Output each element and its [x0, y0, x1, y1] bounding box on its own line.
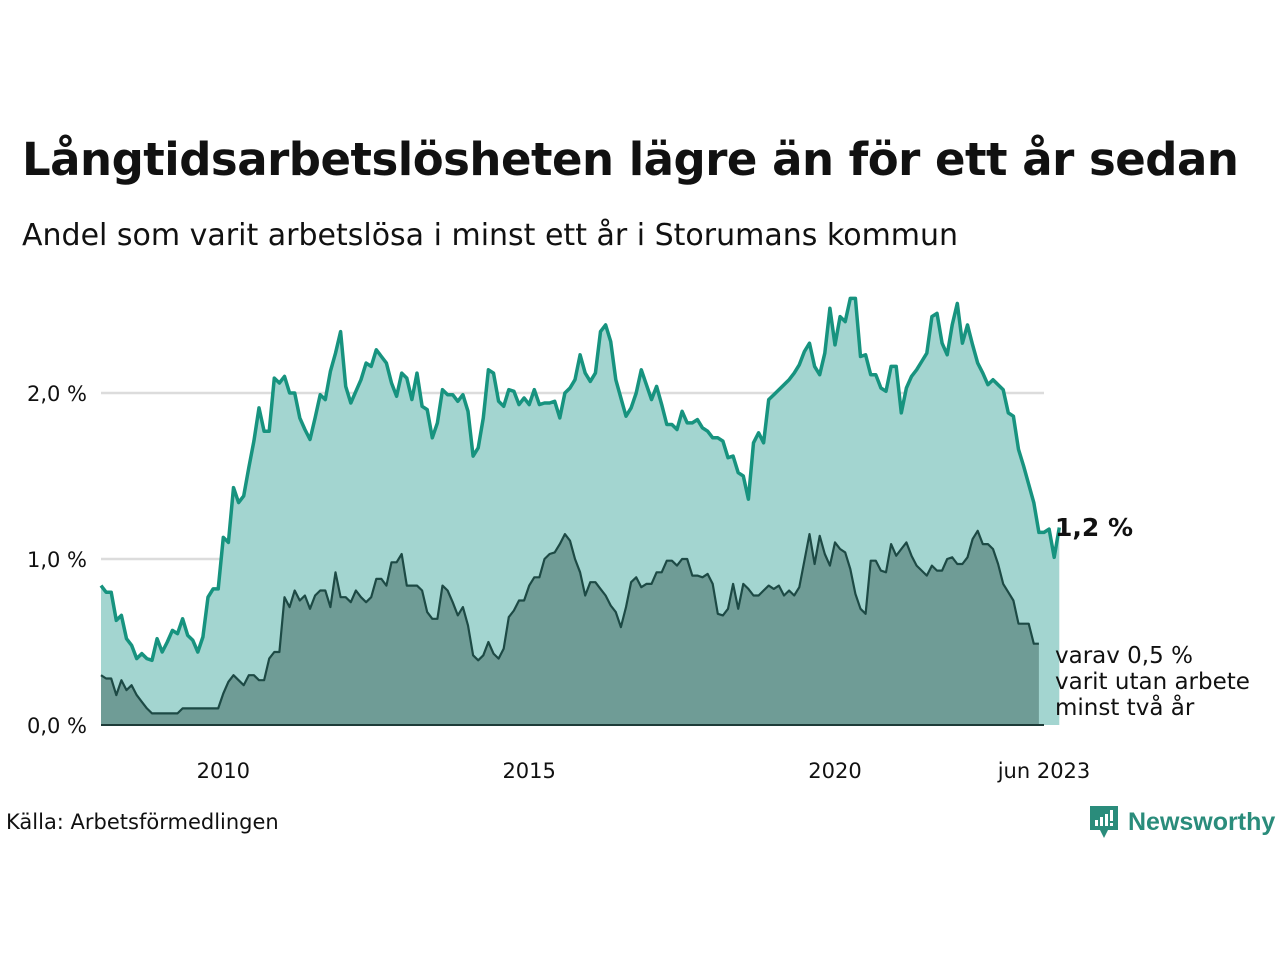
end-value-label: 1,2 %	[1055, 513, 1133, 542]
two-year-note-line: varav 0,5 %	[1055, 643, 1193, 669]
chart-subtitle: Andel som varit arbetslösa i minst ett å…	[22, 218, 959, 253]
x-tick-label: 2010	[197, 759, 250, 783]
y-tick-label: 2,0 %	[27, 382, 87, 406]
newsworthy-logo-icon	[1090, 806, 1118, 838]
x-tick-label: 2020	[808, 759, 861, 783]
x-tick-label: 2015	[502, 759, 555, 783]
brand-name: Newsworthy	[1128, 807, 1276, 836]
y-tick-label: 0,0 %	[27, 714, 87, 738]
series-lines	[99, 296, 1062, 726]
y-tick-label: 1,0 %	[27, 548, 87, 572]
chart-title: Långtidsarbetslösheten lägre än för ett …	[22, 133, 1239, 186]
line-two-year	[100, 529, 1039, 715]
brand-logo: Newsworthy	[1088, 804, 1275, 840]
source-credit: Källa: Arbetsförmedlingen	[6, 810, 279, 834]
line-one-year	[99, 296, 1062, 663]
y-axis: 0,0 % 1,0 % 2,0 %	[27, 382, 87, 738]
two-year-note-line: varit utan arbete	[1055, 669, 1250, 695]
x-tick-label: jun 2023	[997, 759, 1091, 783]
x-axis: 2010 2015 2020 jun 2023	[197, 759, 1091, 783]
two-year-note-line: minst två år	[1055, 693, 1195, 721]
